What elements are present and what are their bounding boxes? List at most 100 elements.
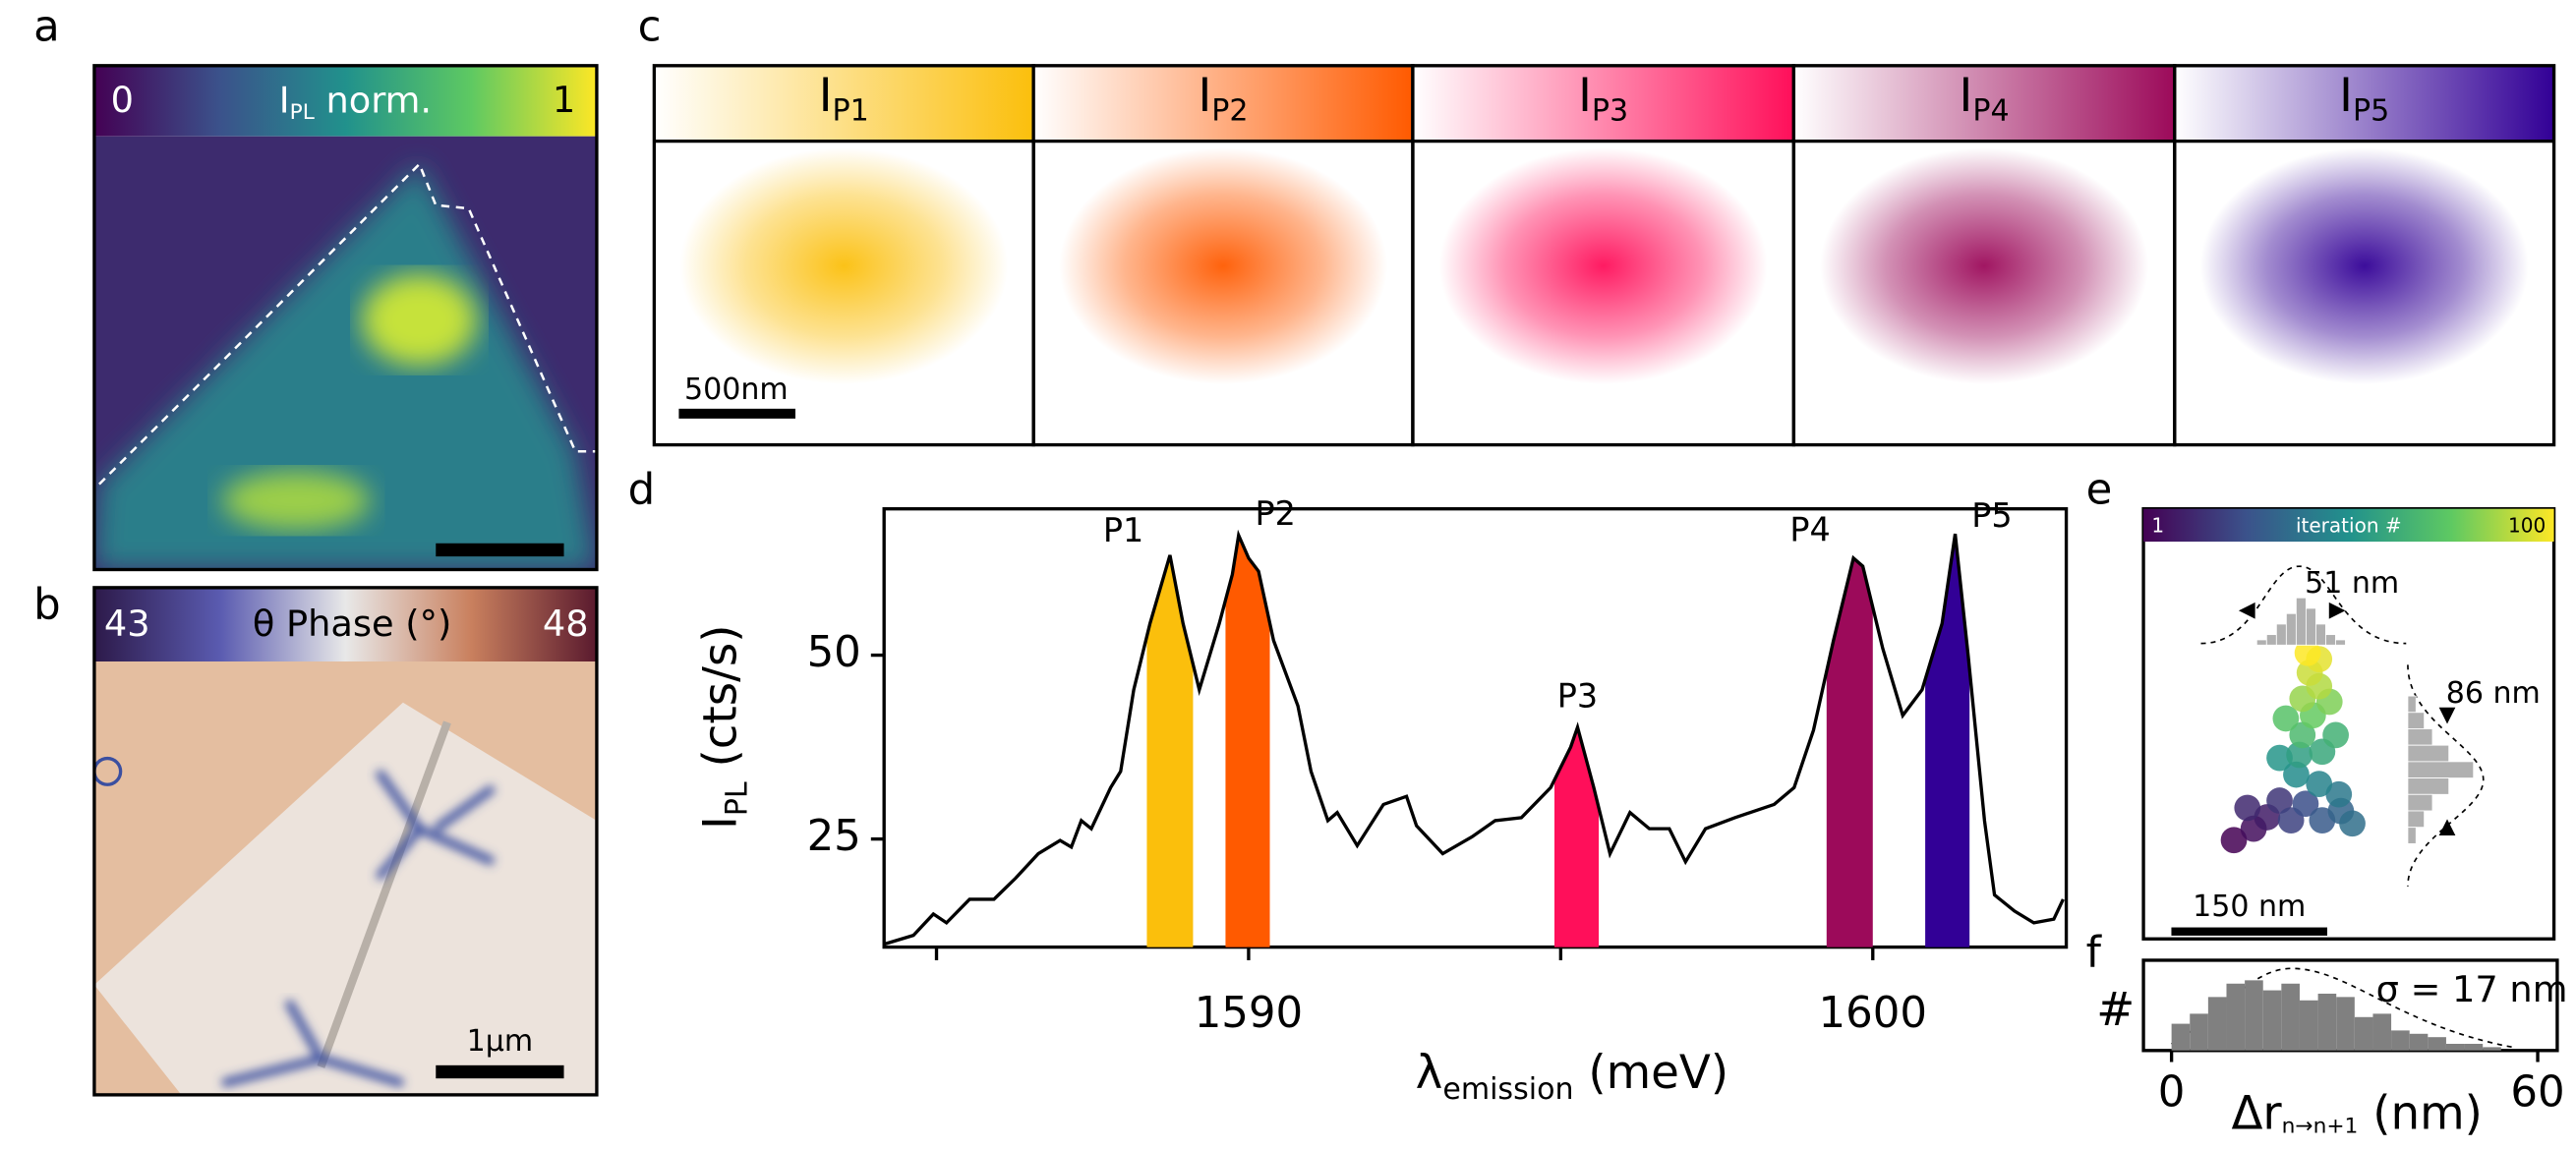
- scatter-point: [2322, 721, 2349, 749]
- pl-map: [93, 136, 597, 570]
- panel-letter: d: [628, 466, 656, 515]
- marginal-bar: [2295, 597, 2307, 646]
- marginal-bar: [2335, 639, 2346, 646]
- y-tick-label: 25: [807, 812, 861, 861]
- marginal-bar: [2407, 777, 2450, 795]
- y-tick-label: 50: [807, 628, 861, 677]
- colorbar: [2174, 65, 2554, 142]
- histogram-bar: [2207, 997, 2227, 1051]
- colorbar: [93, 587, 597, 662]
- marginal-bar: [2315, 623, 2326, 646]
- colorbar: [93, 65, 597, 137]
- histogram-bar: [2245, 980, 2263, 1051]
- panel-letter: c: [638, 3, 662, 52]
- panel-letter: e: [2086, 466, 2113, 515]
- histogram-bar: [2409, 1033, 2429, 1051]
- peak-map: [2199, 147, 2529, 384]
- label-rest: (meV): [1574, 1046, 1729, 1099]
- histogram-bar: [2171, 1023, 2191, 1051]
- peak-label: P2: [1255, 494, 1295, 533]
- panel-a: [92, 64, 599, 572]
- histogram-bar: [2281, 983, 2300, 1051]
- label-main: I: [819, 70, 833, 123]
- marginal-bar: [2255, 639, 2267, 646]
- peak-fill: [1146, 554, 1194, 948]
- label-main: I: [1199, 70, 1212, 123]
- scale-bar: [2171, 927, 2328, 936]
- colorbar-label: θ Phase (°): [253, 603, 451, 645]
- peak-fill: [1826, 557, 1873, 948]
- scatter-point: [2306, 771, 2333, 797]
- spectrum-line: [883, 529, 2065, 947]
- label-main: I: [694, 816, 747, 830]
- label-sub: P4: [1972, 93, 2009, 128]
- peak-label: P5: [1971, 496, 2012, 535]
- annotation: σ = 17 nm: [2376, 968, 2568, 1010]
- scatter-point: [2286, 741, 2313, 769]
- fit-curve: [2407, 664, 2485, 887]
- peak-map: [1059, 147, 1388, 384]
- colorbar-label: IP3: [1578, 70, 1628, 128]
- scale-bar-label: 1μm: [467, 1024, 534, 1059]
- label-main: Δr: [2231, 1087, 2282, 1140]
- scatter-point: [2292, 790, 2319, 818]
- histogram-bar: [2317, 993, 2337, 1051]
- x-tick-label: 1590: [1195, 989, 1303, 1038]
- histogram-bar: [2391, 1030, 2410, 1051]
- x-tick-label: 1600: [1819, 989, 1927, 1038]
- peak-map: [1438, 147, 1768, 384]
- histogram-bar: [2336, 997, 2355, 1051]
- label-sub: PL: [720, 781, 754, 816]
- colorbar-min: 0: [111, 79, 134, 121]
- marginal-bar: [2265, 634, 2277, 646]
- x-axis-label: Δrn→n+1 (nm): [2231, 1087, 2482, 1140]
- label-main: I: [1578, 70, 1592, 123]
- colorbar: [2143, 508, 2554, 543]
- peak-map: [679, 147, 1009, 384]
- histogram-bar: [2464, 1043, 2484, 1051]
- colorbar: [654, 65, 1034, 142]
- scale-bar-label: 500nm: [684, 373, 789, 407]
- peak-map: [1820, 147, 2149, 384]
- colorbar-label: IPL norm.: [279, 79, 432, 125]
- fit-curve: [2171, 967, 2513, 1049]
- peak-fill: [1554, 726, 1600, 948]
- panel-letter: a: [33, 3, 60, 52]
- panel-frame: [2173, 64, 2556, 447]
- scatter-point: [2220, 827, 2248, 854]
- x-tick-label: 60: [2510, 1067, 2564, 1117]
- histogram-bar: [2262, 990, 2282, 1051]
- colorbar-label: IP2: [1199, 70, 1249, 128]
- peak-label: P4: [1789, 511, 1830, 549]
- label-sub: P3: [1592, 93, 1628, 128]
- colorbar-label: IP1: [819, 70, 869, 128]
- label-sub: P1: [833, 93, 869, 128]
- marginal-bar: [2325, 634, 2336, 646]
- label-sub: n→n+1: [2282, 1114, 2359, 1138]
- scatter-point: [2283, 761, 2310, 788]
- colorbar-max: 100: [2508, 514, 2546, 538]
- marginal-bar: [2407, 827, 2417, 844]
- colorbar-label: IP4: [1960, 70, 2010, 128]
- y-axis-label: #: [2096, 984, 2135, 1037]
- label-main: I: [1960, 70, 1973, 123]
- histogram-bar: [2372, 1013, 2392, 1051]
- marginal-bar: [2285, 612, 2297, 646]
- colorbar-min: 43: [104, 603, 150, 645]
- colorbar-min: 1: [2151, 514, 2164, 538]
- colorbar: [1412, 65, 1794, 142]
- colorbar-label: IP5: [2339, 70, 2389, 128]
- y-axis-label: IPL (cts/s): [694, 625, 754, 831]
- label-sub: P5: [2353, 93, 2389, 128]
- width-label: 51 nm: [2305, 566, 2399, 601]
- width-label: 86 nm: [2446, 676, 2541, 711]
- panel-letter: f: [2086, 928, 2103, 977]
- label-main: λ: [1416, 1046, 1443, 1099]
- scatter-point: [2339, 810, 2366, 837]
- marginal-bar: [2407, 712, 2426, 729]
- marginal-bar: [2305, 607, 2316, 646]
- phase-map: [93, 661, 597, 1095]
- scatter-point: [2272, 705, 2300, 732]
